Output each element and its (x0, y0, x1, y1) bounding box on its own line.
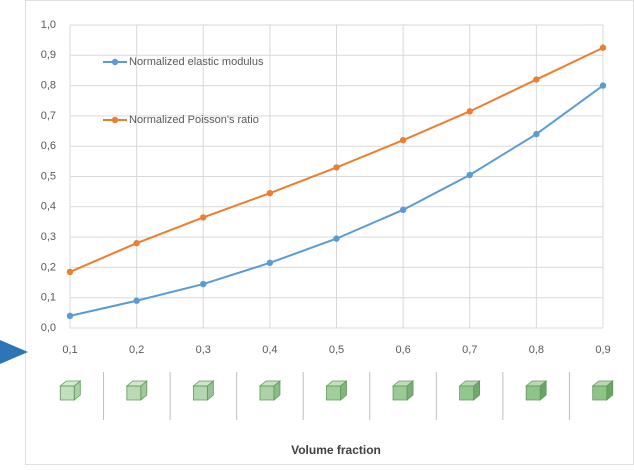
data-point (533, 131, 539, 137)
y-tick-label: 0,9 (41, 49, 56, 61)
y-tick-label: 0,7 (41, 110, 56, 122)
pointer-arrow (0, 340, 28, 364)
cube-face (260, 386, 274, 400)
cube-icon (460, 381, 480, 400)
data-point (467, 108, 473, 114)
cube-icon (127, 381, 147, 400)
legend-marker (112, 117, 118, 123)
cube-face (193, 386, 207, 400)
data-point (467, 172, 473, 178)
chart: Volume fraction 0,0 0,1 0,2 0,3 0,4 0,5 0,6 0,7… (0, 0, 634, 465)
data-point (67, 313, 73, 319)
x-tick-label: 0,4 (262, 344, 277, 356)
cube-icon (193, 381, 213, 400)
cube-face (526, 386, 540, 400)
y-tick-label: 1,0 (41, 19, 56, 31)
cube-icon (526, 381, 546, 400)
y-tick-label: 0,8 (41, 80, 56, 92)
y-tick-label: 0,0 (41, 322, 56, 334)
y-tick-label: 0,4 (41, 201, 56, 213)
data-point (133, 298, 139, 304)
data-point (333, 235, 339, 241)
data-point (333, 164, 339, 170)
legend-label: Normalized Poisson's ratio (129, 114, 259, 126)
x-tick-label: 0,5 (329, 344, 344, 356)
legend-marker (112, 59, 118, 65)
data-point (600, 45, 606, 51)
x-tick-label: 0,1 (62, 344, 77, 356)
y-tick-label: 0,3 (41, 231, 56, 243)
cube-icon (60, 381, 80, 400)
data-point (67, 269, 73, 275)
data-point (400, 137, 406, 143)
y-tick-label: 0,6 (41, 140, 56, 152)
data-point (133, 240, 139, 246)
cube-face (127, 386, 141, 400)
data-point (267, 260, 273, 266)
cube-icon (593, 381, 613, 400)
x-tick-label: 0,6 (395, 344, 410, 356)
cube-face (393, 386, 407, 400)
data-point (600, 82, 606, 88)
x-tick-label: 0,9 (595, 344, 610, 356)
cube-icon (327, 381, 347, 400)
cube-icon (393, 381, 413, 400)
cube-icon (260, 381, 280, 400)
x-tick-label: 0,7 (462, 344, 477, 356)
cube-face (327, 386, 341, 400)
x-axis-title: Volume fraction (291, 443, 381, 457)
x-tick-label: 0,8 (529, 344, 544, 356)
y-tick-label: 0,2 (41, 261, 56, 273)
y-tick-label: 0,1 (41, 292, 56, 304)
cube-face (60, 386, 74, 400)
y-tick-label: 0,5 (41, 170, 56, 182)
x-tick-label: 0,2 (129, 344, 144, 356)
data-point (400, 207, 406, 213)
data-point (200, 214, 206, 220)
x-tick-label: 0,3 (196, 344, 211, 356)
data-point (533, 76, 539, 82)
cube-face (593, 386, 607, 400)
data-point (267, 190, 273, 196)
legend-label: Normalized elastic modulus (129, 56, 264, 68)
cube-face (460, 386, 474, 400)
data-point (200, 281, 206, 287)
